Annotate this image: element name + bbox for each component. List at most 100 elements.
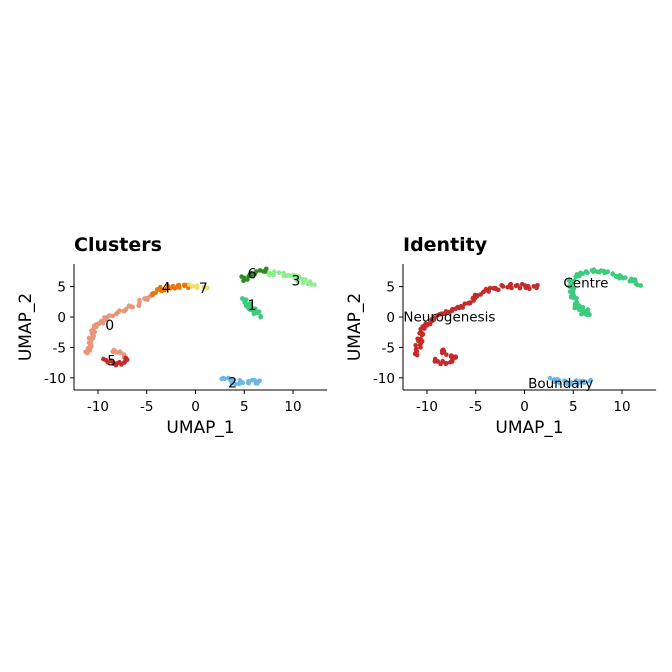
data-point — [153, 290, 158, 296]
x-tick-label: -10 — [87, 399, 109, 415]
y-tick-label: 5 — [57, 280, 66, 296]
data-point — [557, 380, 562, 386]
data-point — [571, 278, 577, 284]
data-point — [552, 379, 557, 385]
scatter-points — [83, 266, 317, 387]
data-point — [547, 375, 553, 381]
data-point — [604, 269, 610, 275]
data-point — [164, 286, 170, 291]
data-point — [91, 323, 97, 329]
data-point — [124, 357, 130, 363]
data-point — [123, 306, 129, 312]
data-point — [453, 354, 459, 360]
clusters-panel: Clusters 0 1 2 3 4 5 6 7 -10 -5 0 5 10 5 0 -5 -10 UMAP_1 UM… — [16, 234, 328, 438]
data-point — [240, 380, 246, 386]
data-point — [431, 317, 437, 322]
data-point — [610, 272, 615, 277]
data-point — [241, 275, 247, 281]
data-point — [250, 377, 255, 383]
data-point — [517, 285, 523, 291]
panel-title: Clusters — [74, 234, 162, 256]
y-tick-label: 0 — [386, 310, 395, 326]
data-point — [444, 361, 449, 366]
data-point — [468, 300, 473, 306]
data-point — [296, 275, 302, 281]
panel-title: Identity — [403, 234, 488, 256]
data-point — [580, 305, 586, 310]
identity-panel: Identity Neurogenesis Centre Boundary -10 -5 0… — [345, 234, 657, 438]
data-point — [257, 378, 262, 384]
data-point — [176, 282, 182, 288]
data-point — [434, 359, 440, 364]
data-point — [567, 289, 573, 294]
group-label: 3 — [291, 274, 300, 290]
data-point — [588, 377, 594, 383]
data-point — [585, 307, 591, 312]
data-point — [462, 301, 468, 307]
data-point — [158, 287, 163, 293]
group-label: 6 — [248, 266, 257, 282]
data-point — [638, 283, 644, 288]
data-point — [253, 306, 258, 312]
data-point — [99, 318, 104, 324]
data-point — [91, 327, 96, 332]
data-point — [584, 312, 590, 318]
x-tick-label: 5 — [569, 399, 578, 415]
x-tick-label: -5 — [140, 399, 153, 415]
data-point — [253, 269, 259, 274]
data-point — [419, 330, 424, 336]
data-point — [300, 280, 306, 286]
data-point — [415, 336, 421, 342]
data-point — [617, 275, 622, 281]
group-label: Centre — [563, 276, 608, 292]
data-point — [487, 285, 493, 291]
data-point — [231, 377, 237, 382]
data-point — [264, 266, 269, 272]
data-point — [190, 283, 195, 289]
data-point — [143, 296, 149, 301]
x-tick-label: 0 — [191, 399, 200, 415]
data-point — [233, 381, 238, 387]
data-point — [117, 308, 122, 313]
data-point — [246, 302, 252, 307]
y-tick-label: -10 — [373, 371, 395, 387]
data-point — [413, 343, 419, 348]
data-point — [585, 270, 590, 276]
data-point — [449, 308, 455, 314]
y-tick-label: 0 — [57, 310, 66, 326]
data-point — [276, 270, 282, 275]
data-point — [246, 381, 251, 386]
group-label: 0 — [105, 318, 114, 334]
x-tick-label: 10 — [613, 399, 630, 415]
data-point — [86, 335, 92, 341]
group-label: Neurogenesis — [403, 310, 495, 326]
data-point — [168, 286, 173, 291]
data-point — [493, 285, 498, 291]
data-point — [590, 269, 596, 275]
group-label: 5 — [107, 353, 116, 369]
y-tick-label: -10 — [44, 371, 66, 387]
x-tick-label: 5 — [240, 399, 249, 415]
group-label: 7 — [199, 281, 208, 297]
data-point — [573, 378, 579, 383]
x-tick-label: 10 — [284, 399, 301, 415]
data-point — [137, 297, 142, 303]
data-point — [613, 273, 619, 279]
scatter-points — [412, 267, 644, 387]
group-label: Boundary — [528, 376, 593, 392]
data-point — [118, 350, 123, 356]
data-point — [508, 281, 514, 287]
y-axis-title: UMAP_2 — [345, 293, 365, 361]
data-point — [438, 361, 443, 367]
data-point — [272, 269, 277, 275]
data-point — [312, 282, 317, 287]
y-tick-label: 5 — [386, 280, 395, 296]
data-point — [105, 359, 110, 365]
data-point — [555, 376, 560, 382]
data-point — [220, 375, 226, 381]
data-point — [573, 300, 578, 306]
data-point — [579, 311, 584, 317]
x-tick-label: -10 — [416, 399, 438, 415]
data-point — [500, 283, 505, 289]
